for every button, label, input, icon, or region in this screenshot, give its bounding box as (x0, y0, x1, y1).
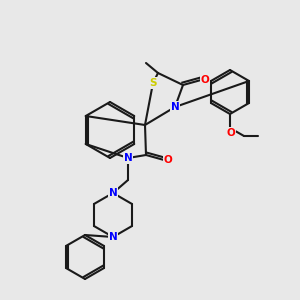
Text: O: O (226, 128, 236, 138)
Text: N: N (109, 188, 117, 198)
Text: S: S (149, 78, 157, 88)
Text: N: N (171, 102, 179, 112)
Text: N: N (109, 232, 117, 242)
Text: O: O (201, 75, 209, 85)
Text: O: O (164, 155, 172, 165)
Text: N: N (124, 153, 132, 163)
